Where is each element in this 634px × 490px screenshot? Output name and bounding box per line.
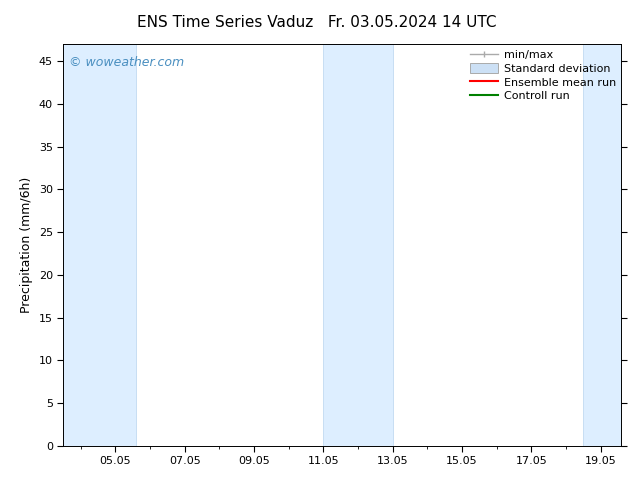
Text: ENS Time Series Vaduz   Fr. 03.05.2024 14 UTC: ENS Time Series Vaduz Fr. 03.05.2024 14 … bbox=[137, 15, 497, 30]
Bar bbox=[583, 44, 621, 446]
Y-axis label: Precipitation (mm/6h): Precipitation (mm/6h) bbox=[20, 177, 34, 313]
Bar bbox=[63, 44, 136, 446]
Text: © woweather.com: © woweather.com bbox=[69, 56, 184, 69]
Legend: min/max, Standard deviation, Ensemble mean run, Controll run: min/max, Standard deviation, Ensemble me… bbox=[467, 47, 619, 104]
Bar bbox=[323, 44, 392, 446]
